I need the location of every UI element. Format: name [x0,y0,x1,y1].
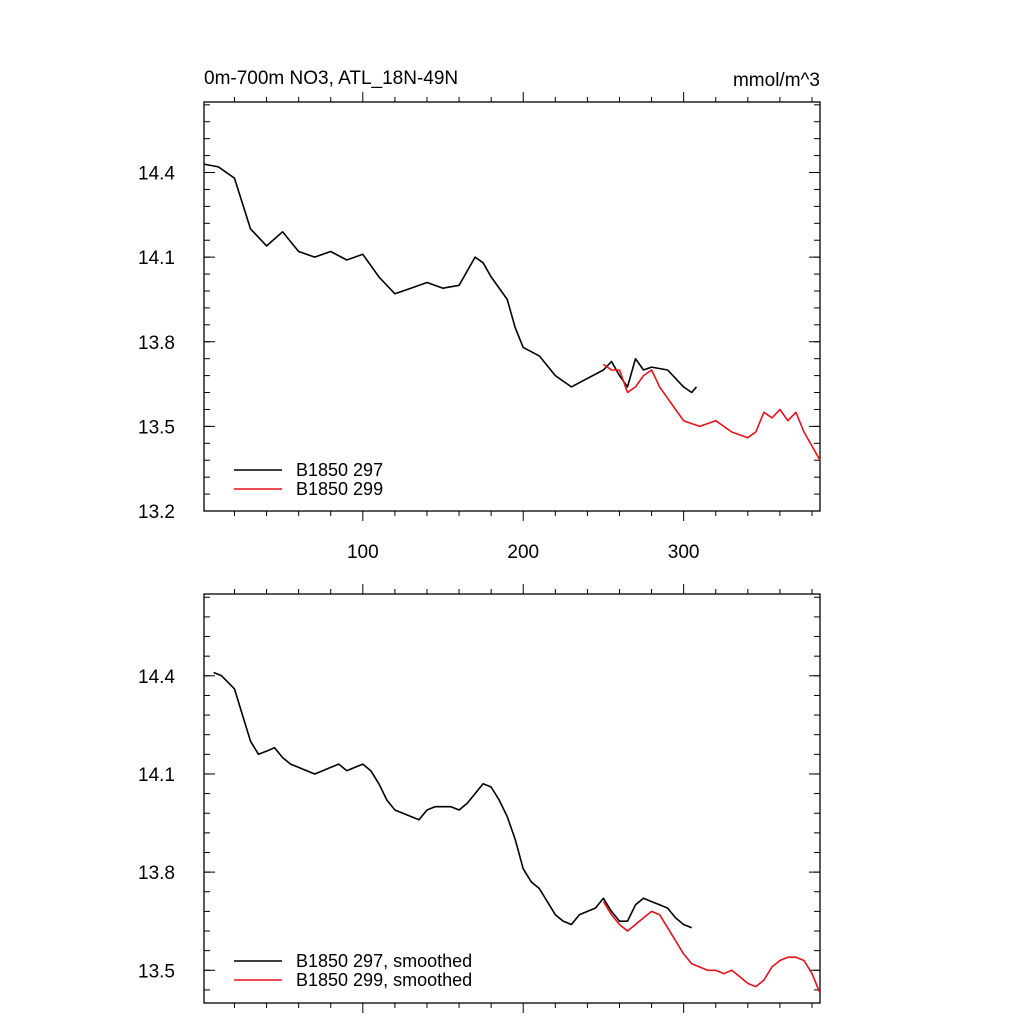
chart-title-left: 0m-700m NO3, ATL_18N-49N [204,68,458,89]
x-tick-label: 300 [668,542,700,563]
series-line-2 [602,363,821,461]
legend-label-2: B1850 299, smoothed [296,970,472,990]
x-tick-label: 200 [507,542,539,563]
legend-label-1: B1850 297, smoothed [296,951,472,971]
legend-label-2: B1850 299 [296,479,383,499]
plot-frame [203,101,821,512]
bottom-panel: 13.5 13.8 14.1 14.4 B1850 297, smoothedB1850… [138,584,821,1013]
y-tick-label: 13.2 [138,502,175,523]
y-tick-label: 14.1 [138,765,175,786]
y-tick-label: 14.4 [138,667,175,688]
y-tick-label: 13.8 [138,333,175,354]
top-panel: 100 200 300 13.2 13.5 13.8 14.1 14.4 B1850 297B1… [138,92,821,563]
x-tick-label: 100 [347,542,379,563]
series-line-1 [213,671,692,929]
plot-frame [203,593,821,1004]
y-tick-label: 13.5 [138,417,175,438]
y-tick-label: 14.4 [138,164,175,185]
series-line-2 [602,901,821,994]
legend-label-1: B1850 297 [296,460,383,480]
chart-title-units: mmol/m^3 [733,70,820,91]
series-line-1 [203,163,698,394]
y-tick-label: 13.8 [138,863,175,884]
y-tick-label: 13.5 [138,961,175,982]
y-tick-label: 14.1 [138,248,175,269]
